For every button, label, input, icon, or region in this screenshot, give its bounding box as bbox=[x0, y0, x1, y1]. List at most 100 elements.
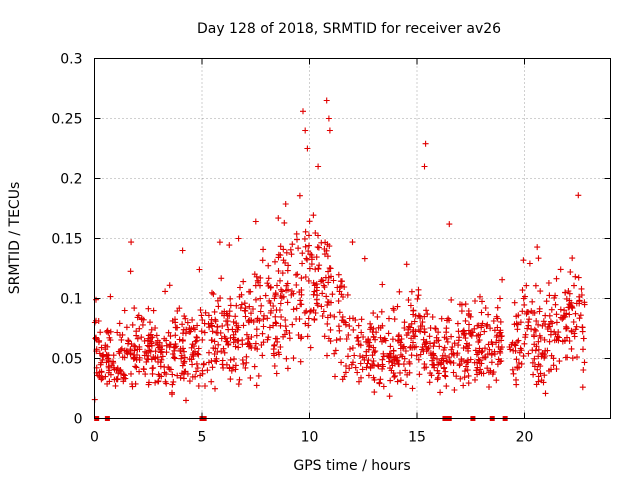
data-point bbox=[180, 330, 186, 337]
data-point bbox=[216, 239, 223, 246]
data-point bbox=[157, 349, 164, 356]
data-point bbox=[219, 361, 226, 368]
data-point bbox=[576, 300, 583, 307]
data-point bbox=[461, 368, 468, 375]
data-point bbox=[215, 341, 222, 348]
data-point bbox=[415, 312, 422, 319]
data-point bbox=[541, 372, 548, 379]
data-point bbox=[454, 350, 461, 357]
data-point bbox=[142, 371, 149, 378]
data-point bbox=[266, 324, 273, 331]
data-point bbox=[298, 275, 305, 282]
data-point bbox=[138, 334, 145, 341]
data-point bbox=[444, 338, 451, 345]
x-tick-label: 0 bbox=[90, 430, 99, 446]
data-point bbox=[227, 356, 234, 363]
data-point bbox=[115, 348, 122, 355]
data-point bbox=[571, 333, 578, 340]
data-point bbox=[345, 332, 352, 338]
data-point bbox=[253, 273, 260, 280]
data-point bbox=[517, 319, 524, 326]
data-point bbox=[487, 325, 494, 332]
y-tick-label: 0.25 bbox=[51, 112, 82, 128]
data-point bbox=[189, 361, 196, 368]
data-point bbox=[401, 325, 408, 331]
data-point bbox=[387, 365, 393, 372]
data-point bbox=[412, 333, 418, 340]
data-point bbox=[465, 372, 472, 379]
data-point bbox=[158, 356, 165, 363]
data-point bbox=[321, 251, 328, 258]
data-point bbox=[172, 355, 178, 362]
data-point bbox=[264, 336, 271, 343]
data-point bbox=[129, 321, 136, 328]
x-tick-label: 5 bbox=[198, 430, 207, 446]
data-point bbox=[254, 315, 261, 322]
data-point bbox=[415, 286, 422, 293]
data-point bbox=[484, 365, 491, 372]
data-point bbox=[208, 378, 215, 385]
data-point bbox=[281, 331, 288, 338]
data-point bbox=[267, 309, 274, 316]
data-point bbox=[476, 337, 483, 344]
data-point bbox=[507, 346, 514, 353]
data-point bbox=[248, 310, 254, 317]
data-point bbox=[326, 243, 333, 250]
data-point bbox=[473, 351, 480, 358]
data-point bbox=[570, 319, 577, 325]
data-point bbox=[523, 310, 530, 317]
data-point bbox=[493, 334, 500, 340]
data-point bbox=[572, 326, 579, 333]
data-point bbox=[338, 359, 345, 366]
data-point bbox=[513, 381, 520, 388]
data-point bbox=[563, 325, 569, 332]
data-point bbox=[484, 351, 491, 358]
data-point bbox=[430, 343, 437, 350]
data-point bbox=[581, 359, 588, 366]
data-point bbox=[242, 364, 249, 371]
data-point bbox=[198, 328, 205, 335]
data-point bbox=[406, 369, 413, 376]
data-point bbox=[275, 215, 282, 222]
data-point bbox=[436, 343, 443, 350]
data-point bbox=[179, 247, 186, 254]
data-point bbox=[192, 373, 199, 380]
data-point bbox=[277, 344, 284, 350]
data-point bbox=[127, 268, 134, 275]
data-point bbox=[441, 372, 448, 379]
data-point bbox=[277, 322, 284, 329]
data-point bbox=[202, 309, 209, 316]
data-point bbox=[367, 365, 374, 372]
data-point bbox=[553, 366, 560, 372]
data-point bbox=[193, 368, 200, 375]
data-point bbox=[410, 307, 417, 314]
data-point bbox=[472, 347, 479, 354]
data-point bbox=[219, 310, 225, 317]
data-point bbox=[136, 357, 143, 363]
data-point bbox=[354, 334, 360, 341]
data-point bbox=[315, 163, 322, 170]
data-point bbox=[421, 313, 428, 320]
data-point bbox=[181, 348, 187, 355]
data-point bbox=[186, 356, 193, 363]
data-point bbox=[371, 362, 378, 369]
data-point bbox=[134, 335, 141, 342]
data-point bbox=[288, 288, 295, 295]
data-point bbox=[536, 305, 543, 312]
data-point bbox=[526, 316, 533, 323]
data-point bbox=[398, 342, 404, 349]
data-point bbox=[343, 336, 350, 342]
data-point bbox=[227, 295, 234, 302]
data-point bbox=[520, 257, 527, 264]
data-point bbox=[154, 337, 161, 344]
data-point bbox=[197, 372, 204, 379]
data-point bbox=[209, 364, 216, 371]
data-point bbox=[387, 354, 393, 361]
data-point bbox=[578, 285, 585, 292]
data-point bbox=[339, 376, 346, 383]
data-point bbox=[319, 313, 326, 319]
data-point bbox=[200, 361, 207, 368]
data-point bbox=[305, 277, 312, 284]
data-point bbox=[306, 232, 312, 239]
data-point bbox=[548, 366, 554, 373]
